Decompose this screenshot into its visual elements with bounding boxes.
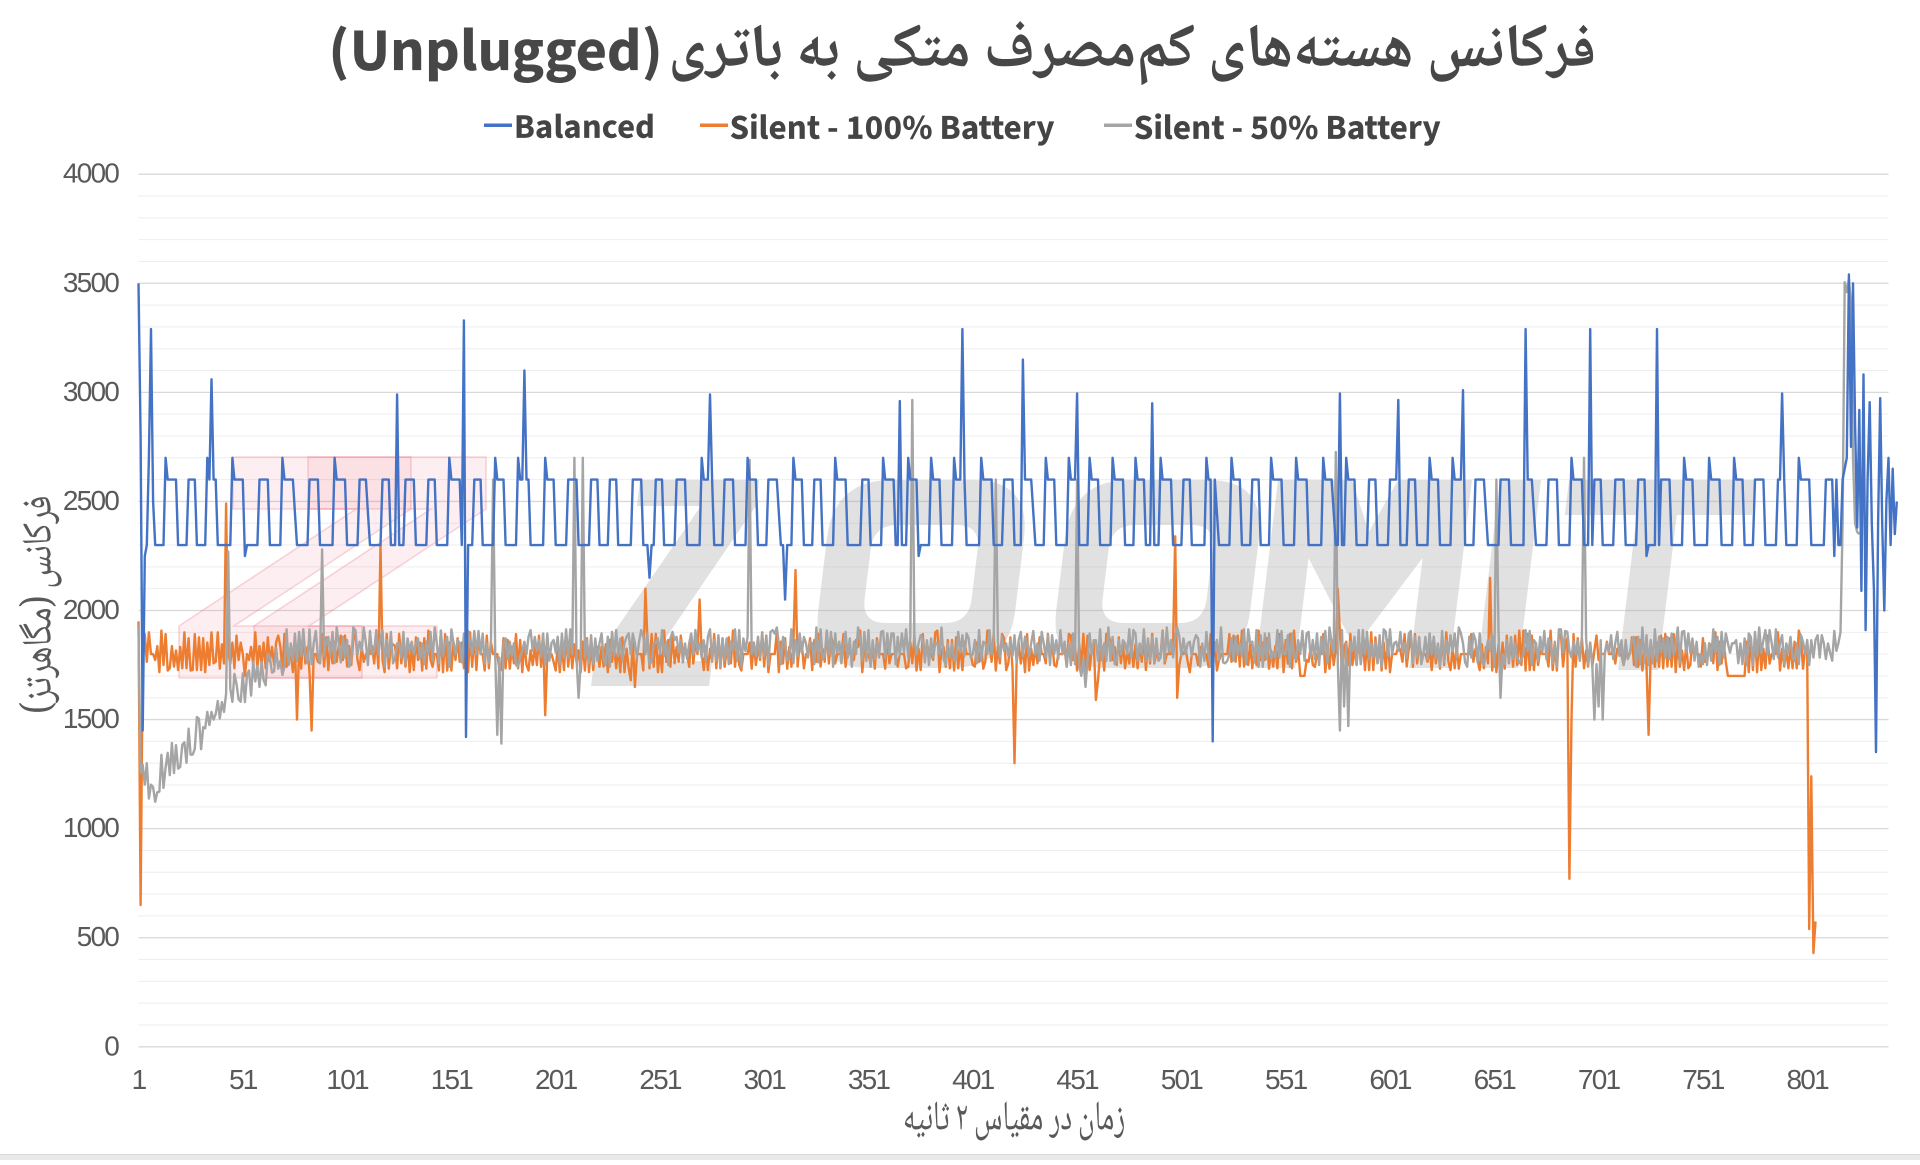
svg-text:3000: 3000: [63, 376, 119, 407]
svg-text:2500: 2500: [63, 485, 119, 516]
svg-text:101: 101: [326, 1064, 369, 1095]
svg-text:651: 651: [1474, 1064, 1517, 1095]
svg-text:551: 551: [1265, 1064, 1308, 1095]
svg-text:701: 701: [1578, 1064, 1621, 1095]
svg-text:500: 500: [77, 921, 120, 952]
svg-text:1: 1: [132, 1064, 147, 1095]
svg-text:401: 401: [952, 1064, 995, 1095]
svg-text:301: 301: [744, 1064, 787, 1095]
svg-text:601: 601: [1369, 1064, 1412, 1095]
svg-text:251: 251: [639, 1064, 682, 1095]
svg-text:501: 501: [1161, 1064, 1204, 1095]
svg-text:4000: 4000: [63, 158, 119, 189]
svg-text:1500: 1500: [63, 703, 119, 734]
svg-text:3500: 3500: [63, 267, 119, 298]
svg-text:0: 0: [104, 1030, 119, 1061]
svg-text:51: 51: [229, 1064, 258, 1095]
svg-text:1000: 1000: [63, 812, 119, 843]
svg-text:351: 351: [848, 1064, 891, 1095]
svg-text:451: 451: [1056, 1064, 1099, 1095]
svg-text:751: 751: [1682, 1064, 1725, 1095]
svg-text:2000: 2000: [63, 594, 119, 625]
svg-text:151: 151: [431, 1064, 474, 1095]
svg-text:201: 201: [535, 1064, 578, 1095]
svg-text:801: 801: [1787, 1064, 1830, 1095]
